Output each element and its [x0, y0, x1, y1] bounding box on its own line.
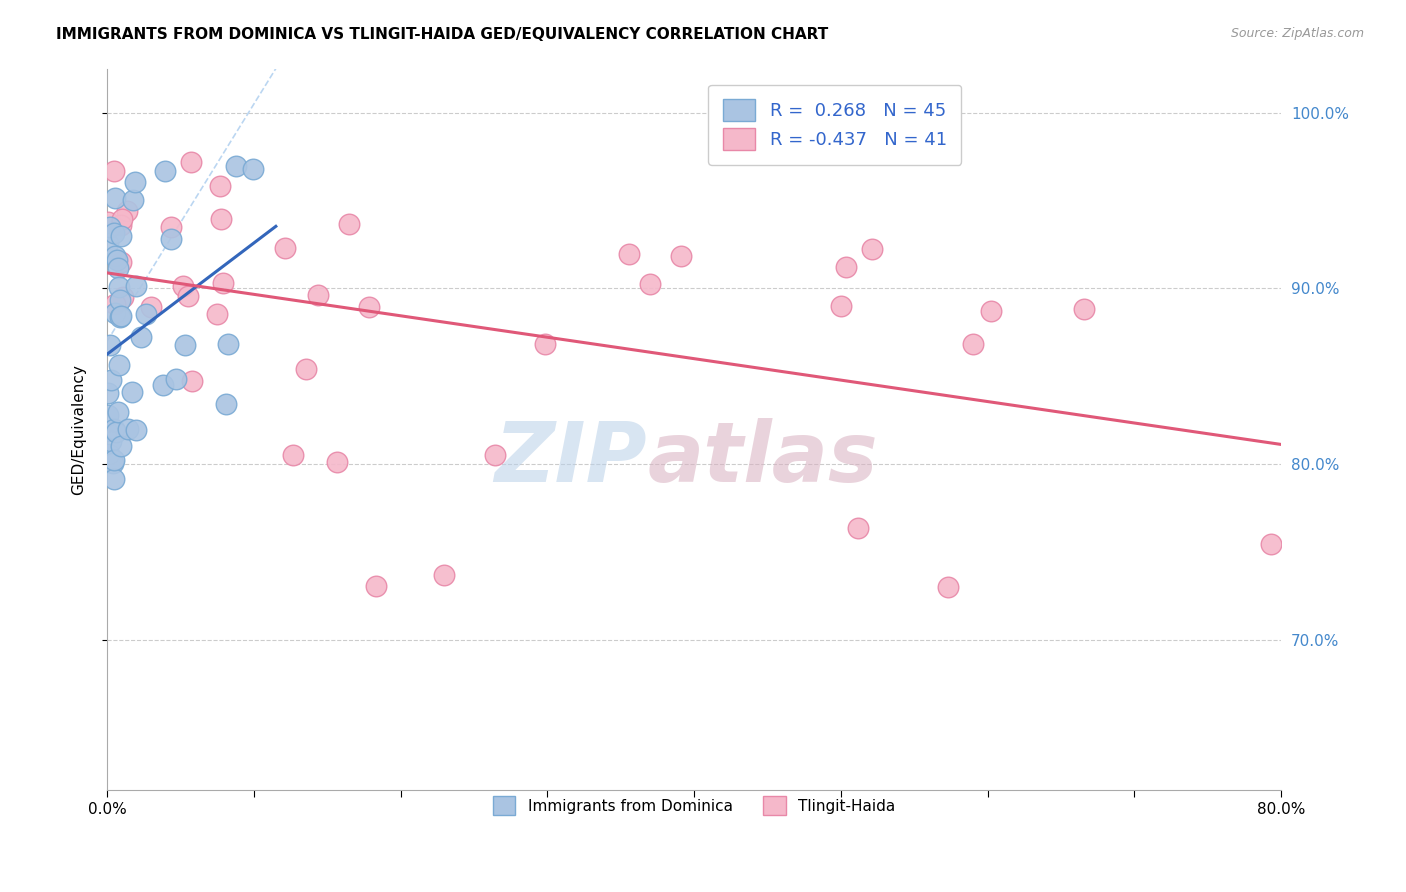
- Point: [101, 456, 124, 470]
- Point: [121, 193, 143, 207]
- Point: [110, 310, 132, 324]
- Point: [110, 255, 132, 269]
- Point: [125, 279, 148, 293]
- Point: [107, 405, 129, 419]
- Point: [104, 191, 127, 205]
- Point: [281, 448, 304, 462]
- Point: [110, 438, 132, 452]
- Point: [177, 289, 200, 303]
- Point: [980, 303, 1002, 318]
- Point: [160, 219, 183, 234]
- Point: [110, 228, 132, 243]
- Point: [117, 422, 139, 436]
- Point: [337, 217, 360, 231]
- Point: [103, 422, 125, 436]
- Point: [100, 434, 122, 448]
- Point: [172, 278, 194, 293]
- Point: [96, 425, 118, 439]
- Point: [97, 235, 120, 250]
- Point: [97, 214, 120, 228]
- Point: [160, 232, 183, 246]
- Point: [433, 567, 456, 582]
- Point: [533, 336, 555, 351]
- Legend: Immigrants from Dominica, Tlingit-Haida: Immigrants from Dominica, Tlingit-Haida: [482, 786, 907, 826]
- Point: [209, 212, 232, 227]
- Point: [97, 386, 120, 401]
- Point: [110, 218, 132, 232]
- Point: [97, 408, 120, 422]
- Point: [103, 453, 125, 467]
- Point: [174, 338, 197, 352]
- Point: [326, 454, 349, 468]
- Point: [1073, 302, 1095, 317]
- Point: [962, 336, 984, 351]
- Point: [846, 521, 869, 535]
- Point: [212, 277, 235, 291]
- Point: [638, 277, 661, 292]
- Text: IMMIGRANTS FROM DOMINICA VS TLINGIT-HAIDA GED/EQUIVALENCY CORRELATION CHART: IMMIGRANTS FROM DOMINICA VS TLINGIT-HAID…: [56, 27, 828, 42]
- Point: [936, 580, 959, 594]
- Point: [100, 338, 122, 352]
- Point: [105, 253, 128, 268]
- Point: [98, 447, 121, 461]
- Point: [115, 204, 138, 219]
- Point: [830, 299, 852, 313]
- Point: [103, 472, 125, 486]
- Point: [112, 290, 135, 304]
- Text: ZIP: ZIP: [495, 417, 647, 499]
- Point: [180, 374, 202, 388]
- Point: [295, 362, 318, 376]
- Point: [835, 260, 858, 275]
- Point: [153, 164, 176, 178]
- Point: [103, 164, 125, 178]
- Point: [125, 423, 148, 437]
- Point: [860, 242, 883, 256]
- Point: [208, 179, 231, 194]
- Point: [111, 211, 134, 226]
- Point: [139, 301, 162, 315]
- Point: [124, 175, 146, 189]
- Point: [131, 329, 153, 343]
- Point: [108, 358, 131, 372]
- Text: atlas: atlas: [647, 417, 877, 499]
- Point: [274, 241, 297, 255]
- Point: [180, 155, 202, 169]
- Point: [307, 287, 329, 301]
- Point: [152, 378, 174, 392]
- Point: [104, 306, 127, 320]
- Point: [104, 296, 127, 310]
- Point: [669, 249, 692, 263]
- Point: [1260, 537, 1282, 551]
- Point: [217, 336, 239, 351]
- Point: [366, 579, 388, 593]
- Point: [484, 448, 506, 462]
- Y-axis label: GED/Equivalency: GED/Equivalency: [72, 364, 86, 495]
- Point: [215, 397, 238, 411]
- Point: [135, 307, 157, 321]
- Point: [104, 249, 127, 263]
- Point: [205, 307, 228, 321]
- Point: [121, 385, 143, 400]
- Point: [617, 247, 640, 261]
- Point: [100, 373, 122, 387]
- Point: [107, 260, 129, 275]
- Point: [242, 161, 264, 176]
- Point: [107, 279, 129, 293]
- Point: [104, 425, 127, 440]
- Point: [359, 300, 381, 314]
- Point: [165, 372, 187, 386]
- Point: [110, 309, 132, 323]
- Text: Source: ZipAtlas.com: Source: ZipAtlas.com: [1230, 27, 1364, 40]
- Point: [225, 159, 247, 173]
- Point: [110, 293, 132, 308]
- Point: [103, 226, 125, 240]
- Point: [98, 220, 121, 235]
